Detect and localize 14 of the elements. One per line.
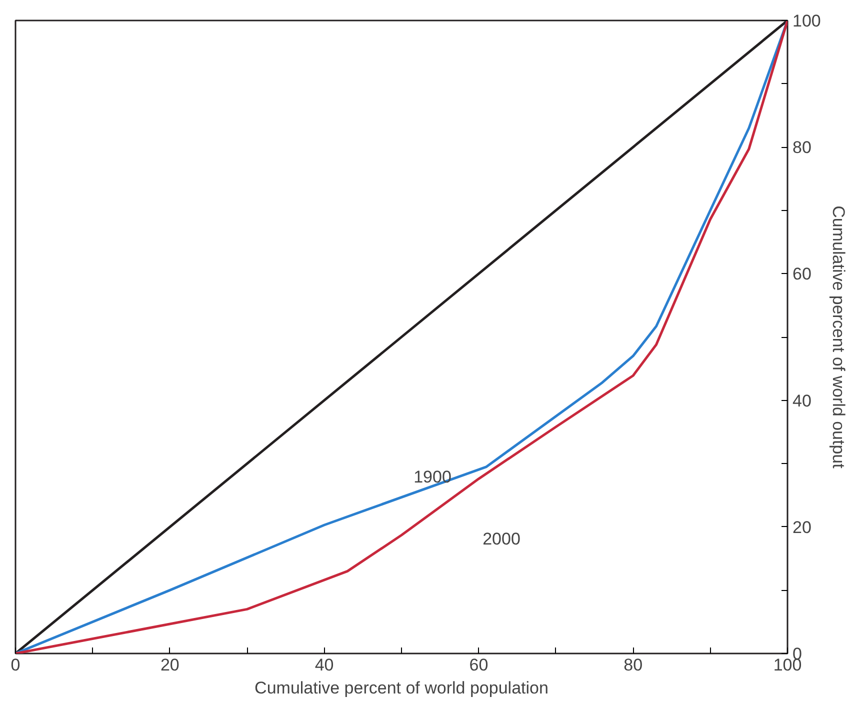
y-axis-title: Cumulative percent of world output bbox=[828, 206, 848, 469]
x-axis-title: Cumulative percent of world population bbox=[254, 678, 548, 698]
x-tick-label: 40 bbox=[314, 656, 334, 674]
y-tick-label: 80 bbox=[792, 138, 812, 158]
x-tick-label: 80 bbox=[624, 656, 643, 674]
x-tick-label: 0 bbox=[10, 656, 20, 674]
y-tick-label: 20 bbox=[792, 518, 812, 537]
y-tick-label: 100 bbox=[792, 12, 821, 30]
annotation: 2000 bbox=[482, 530, 520, 548]
x-tick-label: 60 bbox=[469, 656, 488, 674]
y-tick-label: 40 bbox=[792, 391, 812, 410]
annotation: 1900 bbox=[414, 468, 452, 486]
y-tick-label: 60 bbox=[792, 264, 812, 284]
x-tick-label: 20 bbox=[160, 656, 180, 674]
